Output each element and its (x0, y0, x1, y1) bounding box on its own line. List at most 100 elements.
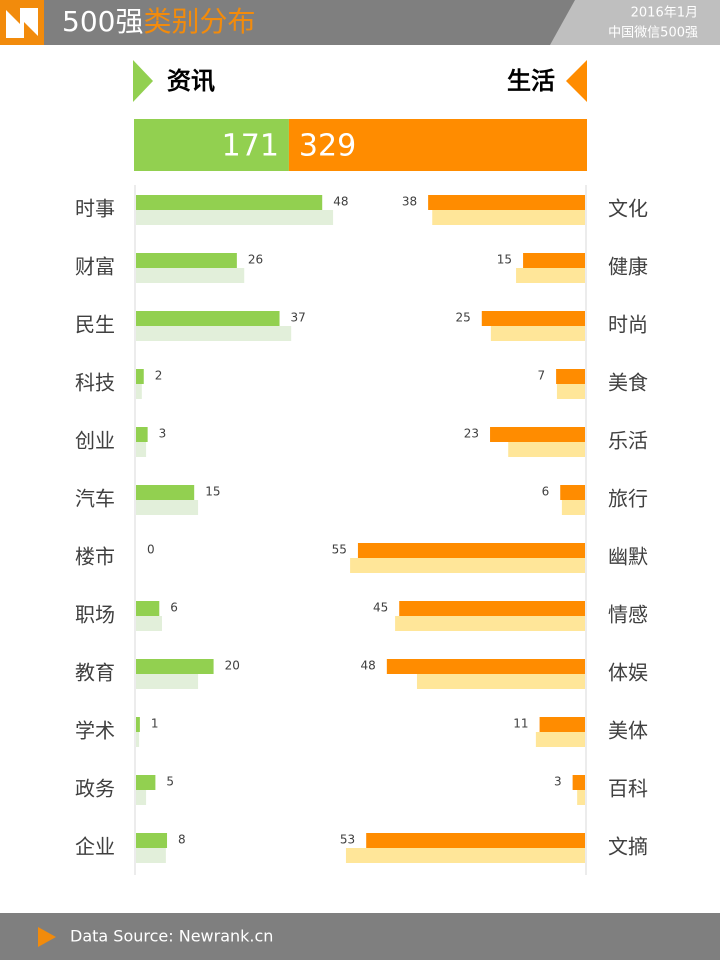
badge-date: 2016年1月 (631, 6, 698, 21)
bar-previous (136, 210, 334, 225)
value-label: 2 (155, 369, 163, 383)
category-label: 政务 (75, 777, 115, 801)
bar (539, 717, 585, 732)
bar-previous (136, 848, 166, 863)
value-label: 26 (248, 253, 263, 267)
bar-previous (395, 616, 585, 631)
footer-band (0, 913, 720, 960)
bar-previous (516, 268, 585, 283)
category-label: 企业 (75, 835, 115, 859)
value-label: 6 (170, 601, 178, 615)
title-highlight: 类别分布 (143, 5, 255, 38)
title-main: 500强 (62, 5, 143, 38)
badge-subtitle: 中国微信500强 (608, 26, 698, 41)
bar (523, 253, 585, 268)
bar-previous (136, 442, 147, 457)
bar (366, 833, 585, 848)
bar-previous (136, 674, 199, 689)
bar (428, 195, 585, 210)
category-label: 美食 (608, 371, 648, 395)
bar-previous (350, 558, 585, 573)
value-label: 0 (147, 543, 155, 557)
total-label: 171 (222, 129, 279, 164)
bar (386, 659, 585, 674)
value-label: 11 (513, 717, 528, 731)
bar (560, 485, 585, 500)
category-label: 旅行 (608, 487, 648, 511)
total-label: 329 (299, 129, 356, 164)
category-label: 情感 (608, 603, 648, 627)
value-label: 48 (361, 659, 376, 673)
value-label: 48 (333, 195, 348, 209)
bar-previous (345, 848, 585, 863)
bar (490, 427, 585, 442)
total-bar (134, 119, 289, 171)
bar-previous (416, 674, 585, 689)
category-label: 美体 (608, 719, 648, 743)
bar (481, 311, 585, 326)
category-label: 时事 (75, 197, 115, 221)
bar (399, 601, 585, 616)
bar-previous (508, 442, 585, 457)
bar (572, 775, 585, 790)
bar (357, 543, 585, 558)
value-label: 15 (497, 253, 512, 267)
bar (136, 485, 195, 500)
right-title: 生活 (507, 67, 555, 95)
footer-arrow (38, 927, 56, 947)
bar-previous (136, 384, 142, 399)
value-label: 6 (542, 485, 550, 499)
category-label: 时尚 (608, 313, 648, 337)
category-label: 文化 (608, 197, 648, 221)
bar-previous (136, 616, 162, 631)
category-label: 教育 (75, 661, 115, 685)
left-title: 资讯 (167, 67, 215, 95)
value-label: 45 (373, 601, 388, 615)
bar (556, 369, 585, 384)
value-label: 1 (151, 717, 159, 731)
value-label: 3 (159, 427, 167, 441)
category-label: 财富 (75, 255, 115, 279)
value-label: 20 (225, 659, 240, 673)
value-label: 38 (402, 195, 417, 209)
category-label: 学术 (75, 719, 115, 743)
bar-previous (136, 326, 292, 341)
category-label: 民生 (75, 313, 115, 337)
category-label: 职场 (75, 603, 115, 627)
bar (136, 717, 140, 732)
bar (136, 427, 148, 442)
value-label: 37 (291, 311, 306, 325)
bar (136, 253, 237, 268)
category-label: 创业 (75, 429, 115, 453)
value-label: 25 (456, 311, 471, 325)
bar (136, 195, 323, 210)
logo-mark (6, 8, 38, 38)
category-label: 汽车 (75, 487, 115, 511)
total-bar (288, 119, 587, 171)
bar-previous (432, 210, 585, 225)
bar-previous (136, 500, 199, 515)
bar-previous (535, 732, 585, 747)
value-label: 15 (205, 485, 220, 499)
left-arrow (133, 60, 153, 102)
badge (550, 0, 720, 45)
right-arrow (566, 60, 587, 102)
category-label: 体娱 (608, 661, 648, 685)
bar (136, 775, 156, 790)
category-label: 乐活 (608, 429, 648, 453)
category-label: 百科 (608, 777, 648, 801)
bar-previous (577, 790, 585, 805)
bar-previous (490, 326, 585, 341)
value-label: 8 (178, 833, 186, 847)
category-label: 文摘 (608, 835, 648, 859)
bar-previous (556, 384, 585, 399)
value-label: 7 (537, 369, 545, 383)
category-label: 楼市 (75, 545, 115, 569)
category-label: 幽默 (608, 545, 648, 569)
value-label: 55 (332, 543, 347, 557)
bar (136, 659, 214, 674)
value-label: 23 (464, 427, 479, 441)
bar-previous (136, 268, 245, 283)
category-label: 健康 (608, 255, 648, 279)
